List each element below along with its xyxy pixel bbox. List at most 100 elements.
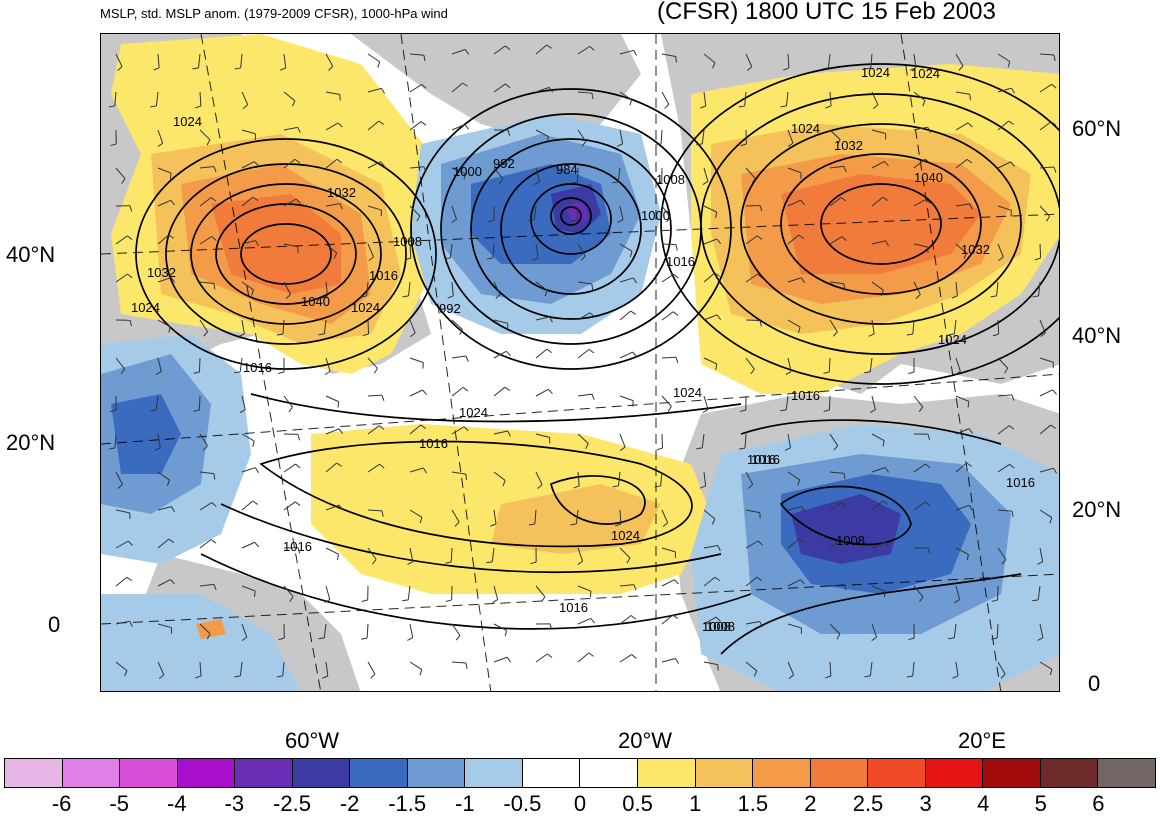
wind-barb-feather <box>657 448 663 450</box>
wind-barb <box>116 577 127 586</box>
wind-barb <box>410 122 421 130</box>
wind-barb <box>199 396 200 410</box>
isobar-label: 1024 <box>173 114 202 129</box>
colorbar-swatch <box>926 759 984 787</box>
wind-barb <box>662 658 676 662</box>
wind-barb-feather <box>1053 390 1057 394</box>
wind-barb <box>452 387 463 396</box>
wind-barb-feather <box>505 387 510 390</box>
wind-barb <box>368 320 369 334</box>
isobar-label: 1016 <box>559 600 588 615</box>
wind-barb-feather <box>548 389 552 393</box>
anomaly-colorbar <box>4 758 1156 788</box>
wind-barb <box>746 320 760 321</box>
isobar-label: 1024 <box>791 121 820 136</box>
wind-barb-feather <box>884 591 885 597</box>
wind-barb-feather <box>255 542 259 547</box>
wind-barb-feather <box>547 349 552 352</box>
wind-barb <box>829 358 830 372</box>
wind-barb-feather <box>127 577 132 580</box>
map-title: MSLP, std. MSLP anom. (1979-2009 CFSR), … <box>100 6 448 21</box>
wind-barb-feather <box>289 407 293 412</box>
isobar-label: 1024 <box>673 385 702 400</box>
colorbar-tick-label: 3 <box>919 791 931 817</box>
wind-barb <box>410 84 422 92</box>
wind-barb <box>494 387 505 396</box>
wind-barb-feather <box>668 406 671 411</box>
colorbar-swatch <box>1041 759 1099 787</box>
isobar-label: 1000 <box>641 208 670 223</box>
lon-label-60w: 60°W <box>285 728 339 754</box>
wind-barb <box>536 389 548 396</box>
wind-barb-feather <box>298 434 299 440</box>
colorbar-swatch <box>408 759 466 787</box>
colorbar-swatch <box>5 759 63 787</box>
wind-barb <box>368 662 375 674</box>
colorbar-swatch <box>1098 759 1155 787</box>
wind-barb-feather <box>908 372 914 374</box>
colorbar-tick-label: 0 <box>574 791 586 817</box>
wind-barb <box>242 501 253 510</box>
wind-barb <box>578 653 589 662</box>
lon-label-20e: 20°E <box>958 728 1006 754</box>
wind-barb <box>662 357 676 358</box>
wind-barb-feather <box>170 173 171 179</box>
colorbar-swatch <box>523 759 581 787</box>
wind-barb <box>494 657 507 662</box>
wind-barb-feather <box>703 409 708 412</box>
wind-barb-feather <box>591 618 595 623</box>
colorbar-swatch <box>350 759 408 787</box>
lat-label-left-0: 0 <box>48 612 60 638</box>
wind-barb-feather <box>296 464 301 468</box>
wind-barb-feather <box>463 387 468 391</box>
wind-barb-feather <box>505 630 506 636</box>
wind-barb <box>1040 390 1053 396</box>
colorbar-swatch <box>868 759 926 787</box>
wind-barb-feather <box>590 591 591 597</box>
wind-barb-feather <box>278 372 284 374</box>
wind-barb-feather <box>420 670 422 676</box>
wind-barb-feather <box>362 600 368 601</box>
wind-barb-feather <box>374 368 377 373</box>
isobar-label: 1032 <box>834 138 863 153</box>
wind-barb-feather <box>676 357 678 363</box>
wind-barb-feather <box>633 352 637 357</box>
colorbar-tick-label: -1 <box>455 791 475 817</box>
wind-barb-feather <box>492 600 497 603</box>
wind-barb-feather <box>466 663 467 669</box>
map-timestamp: (CFSR) 1800 UTC 15 Feb 2003 <box>657 0 996 26</box>
wind-barb <box>368 54 380 62</box>
colorbar-swatch <box>638 759 696 787</box>
wind-barb-feather <box>466 356 468 361</box>
wind-barb <box>620 352 633 358</box>
wind-barb-feather <box>337 554 338 560</box>
wind-barb-feather <box>456 636 460 641</box>
isobar-label: 1024 <box>351 300 380 315</box>
wind-barb-feather <box>673 312 678 316</box>
isobar-label: 1024 <box>861 65 890 80</box>
isobar-label: 1016 <box>791 388 820 403</box>
isobar-label: 1040 <box>914 170 943 185</box>
colorbar-tick-label: 2.5 <box>853 791 884 817</box>
wind-barb-feather <box>423 390 427 395</box>
colorbar-tick-label: 0.5 <box>622 791 653 817</box>
colorbar-swatch <box>811 759 869 787</box>
wind-barb-feather <box>589 349 594 353</box>
wind-barb <box>662 312 673 320</box>
wind-barb <box>578 618 591 624</box>
wind-barb <box>746 205 760 206</box>
wind-barb <box>1040 244 1041 258</box>
wind-barb-feather <box>371 674 375 678</box>
isobar-label: 1024 <box>611 528 640 543</box>
isobar-label: 1016 <box>747 452 776 467</box>
isobar-label: 1024 <box>131 300 160 315</box>
isobar-label: 992 <box>439 301 461 316</box>
wind-barb-feather <box>632 654 636 658</box>
wind-barb-feather <box>295 502 300 506</box>
wind-barb-feather <box>211 539 216 543</box>
colorbar-swatch <box>63 759 121 787</box>
wind-barb-feather <box>507 657 510 662</box>
wind-barb-feather <box>542 597 545 602</box>
isobar-label: 1016 <box>283 539 312 554</box>
isobar-label: 992 <box>493 156 515 171</box>
